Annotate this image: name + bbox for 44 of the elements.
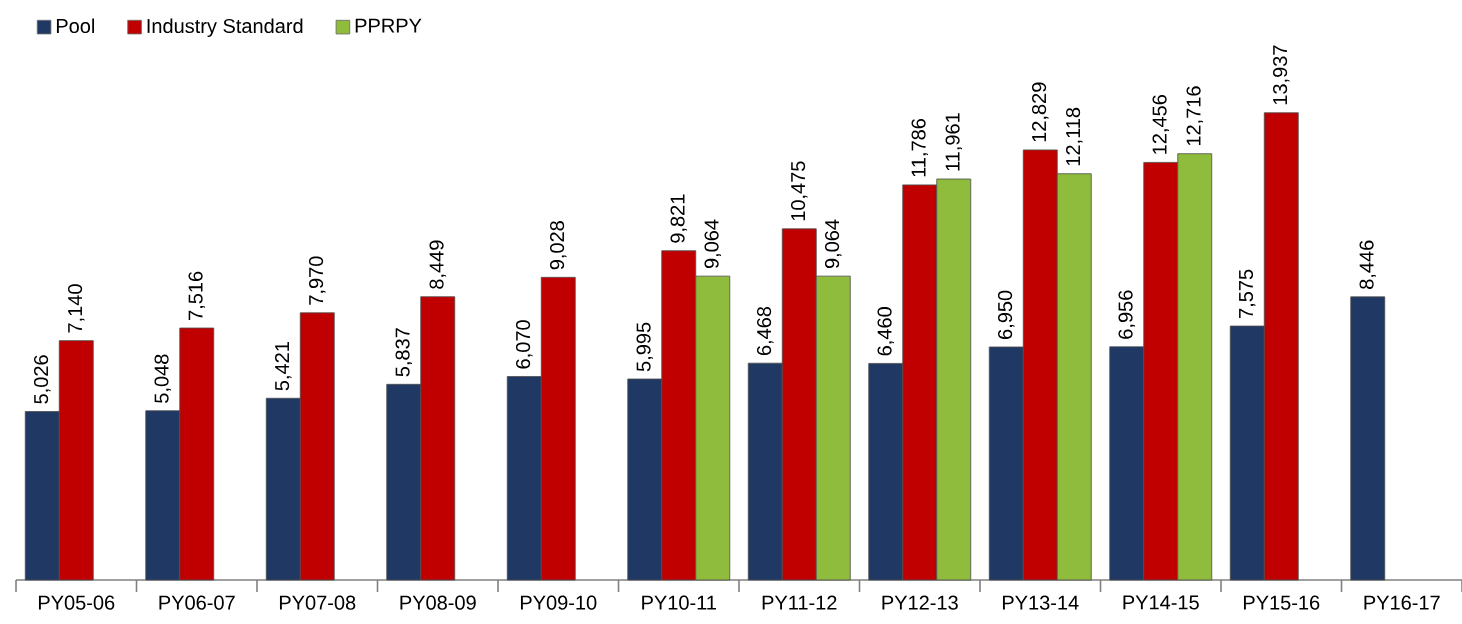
x-tick-label: PY12-13 bbox=[882, 595, 958, 610]
data-label: 6,468 bbox=[757, 306, 774, 356]
data-label: 5,048 bbox=[154, 354, 172, 403]
data-label: 10,475 bbox=[791, 161, 808, 221]
data-label: 9,064 bbox=[825, 219, 842, 269]
x-tick-label: PY10-11 bbox=[642, 595, 716, 610]
data-label: 12,716 bbox=[1186, 86, 1204, 146]
legend-label: Pool bbox=[56, 18, 94, 34]
x-tick-label: PY15-16 bbox=[1243, 595, 1320, 610]
data-label: 7,140 bbox=[68, 284, 85, 333]
x-tick-label: PY05-06 bbox=[38, 595, 115, 610]
data-label: 6,460 bbox=[877, 307, 895, 356]
data-label: 5,421 bbox=[275, 342, 292, 391]
data-label: 9,028 bbox=[550, 221, 567, 270]
data-label: 12,456 bbox=[1152, 95, 1170, 154]
bar bbox=[1350, 296, 1386, 581]
data-label: 5,995 bbox=[636, 322, 654, 372]
data-label: 6,070 bbox=[516, 320, 533, 369]
x-tick-label: PY09-10 bbox=[520, 595, 597, 610]
data-label: 8,446 bbox=[1359, 240, 1377, 289]
data-label: 12,118 bbox=[1066, 107, 1083, 166]
x-tick-label: PY14-15 bbox=[1123, 595, 1199, 610]
x-tick-label: PY06-07 bbox=[159, 595, 235, 610]
data-label: 13,937 bbox=[1273, 45, 1290, 105]
x-tick-label: PY11-12 bbox=[762, 595, 837, 610]
data-label: 9,821 bbox=[670, 194, 688, 243]
x-tick-label: PY16-17 bbox=[1364, 595, 1440, 610]
data-label: 12,829 bbox=[1032, 82, 1049, 142]
x-tick-label: PY07-08 bbox=[279, 595, 356, 610]
data-label: 6,956 bbox=[1118, 290, 1136, 339]
legend-label: Industry Standard bbox=[147, 18, 303, 38]
data-label: 7,970 bbox=[309, 256, 326, 305]
data-label: 7,516 bbox=[188, 271, 206, 320]
data-label: 5,837 bbox=[395, 328, 413, 377]
legend-label: PPRPY bbox=[355, 18, 422, 33]
data-label: 7,575 bbox=[1239, 269, 1256, 318]
x-tick-label: PY13-14 bbox=[1002, 595, 1079, 610]
data-label: 5,026 bbox=[34, 355, 51, 404]
data-label: 8,449 bbox=[429, 240, 447, 289]
data-label: 9,064 bbox=[704, 219, 722, 269]
x-tick-label: PY08-09 bbox=[400, 595, 476, 610]
data-label: 11,786 bbox=[911, 119, 929, 177]
data-label: 6,950 bbox=[998, 290, 1015, 339]
data-label: 11,961 bbox=[945, 113, 963, 171]
